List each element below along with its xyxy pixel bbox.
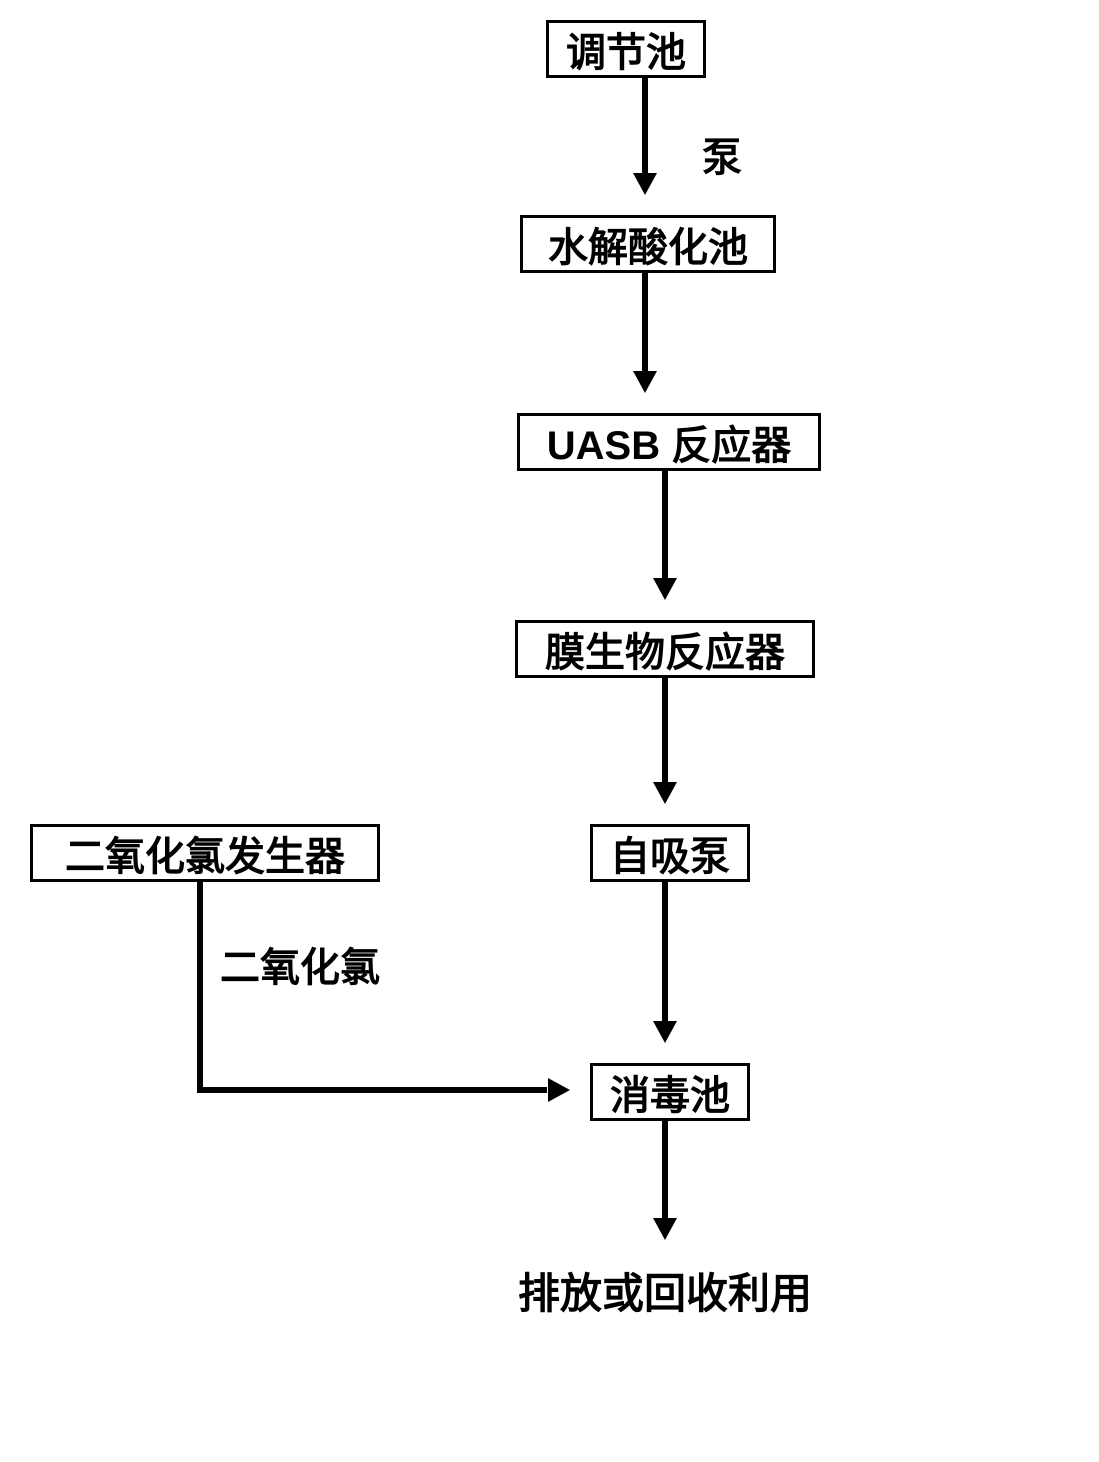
arrow-segment (662, 882, 668, 1023)
node-label: UASB 反应器 (547, 413, 791, 471)
label-clo2: 二氧化氯 (220, 935, 380, 993)
arrow-segment (662, 678, 668, 784)
node-label: 水解酸化池 (548, 215, 748, 273)
arrow-segment (653, 578, 677, 600)
label-output: 排放或回收利用 (518, 1260, 812, 1321)
arrow-segment (633, 371, 657, 393)
arrow-segment (653, 1021, 677, 1043)
node-label: 调节池 (566, 20, 686, 78)
arrow-segment (642, 273, 648, 373)
node-disinfection-tank: 消毒池 (590, 1063, 750, 1121)
arrow-segment (653, 782, 677, 804)
arrow-segment (197, 882, 203, 1093)
arrow-segment (642, 78, 648, 175)
node-label: 消毒池 (610, 1063, 730, 1121)
node-uasb-reactor: UASB 反应器 (517, 413, 821, 471)
arrow-segment (633, 173, 657, 195)
arrow-segment (662, 1121, 668, 1220)
arrow-segment (548, 1078, 570, 1102)
node-label: 二氧化氯发生器 (65, 824, 345, 882)
node-membrane-bioreactor: 膜生物反应器 (515, 620, 815, 678)
node-label: 膜生物反应器 (545, 620, 785, 678)
arrow-segment (662, 471, 668, 580)
node-label: 自吸泵 (610, 824, 730, 882)
node-clo2-generator: 二氧化氯发生器 (30, 824, 380, 882)
arrow-segment (653, 1218, 677, 1240)
node-hydrolysis-tank: 水解酸化池 (520, 215, 776, 273)
arrow-segment (197, 1087, 547, 1093)
label-pump: 泵 (702, 125, 742, 183)
node-self-priming-pump: 自吸泵 (590, 824, 750, 882)
node-regulation-tank: 调节池 (546, 20, 706, 78)
